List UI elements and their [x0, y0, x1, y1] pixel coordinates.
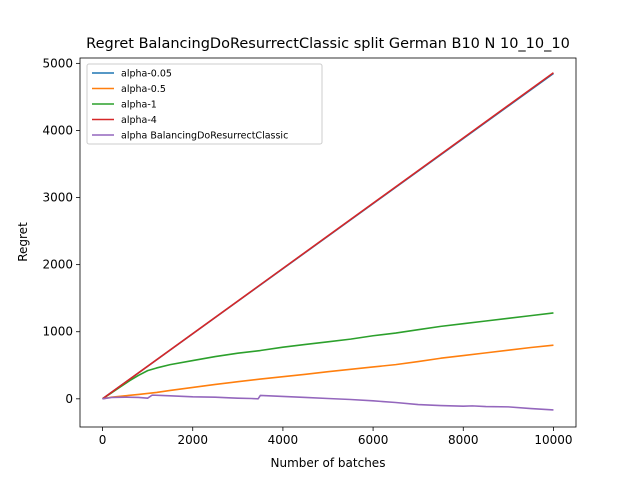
y-axis-ticks: 0 1000 2000 3000 4000 5000 [42, 56, 80, 406]
y-tick-label-3: 3000 [42, 191, 73, 205]
series-line-2 [102, 312, 554, 400]
legend-label-2: alpha-1 [121, 100, 157, 111]
x-tick-label-4: 8000 [448, 433, 479, 447]
x-tick-label-2: 4000 [268, 433, 299, 447]
series-line-1 [102, 344, 554, 400]
y-tick-label-5: 5000 [42, 56, 73, 70]
legend-box [86, 63, 323, 145]
y-tick-label-1: 1000 [42, 325, 73, 339]
y-axis-label: Regret [16, 222, 30, 262]
y-tick-label-2: 2000 [42, 258, 73, 272]
plot-frame [79, 57, 577, 428]
legend-label-1: alpha-0.5 [121, 84, 166, 95]
x-axis-ticks: 0 2000 4000 6000 8000 10000 [99, 427, 573, 447]
y-tick-label-4: 4000 [42, 123, 73, 137]
legend: alpha-0.05 alpha-0.5 alpha-1 alpha-4 alpha B… [86, 63, 323, 145]
y-tick-label-0: 0 [65, 392, 73, 406]
chart-title: Regret BalancingDoResurrectClassic split… [86, 36, 570, 52]
x-tick-label-3: 6000 [358, 433, 389, 447]
plot-lines [102, 72, 554, 411]
legend-label-3: alpha-4 [121, 115, 157, 126]
x-tick-label-5: 10000 [534, 433, 572, 447]
x-axis-label: Number of batches [271, 456, 386, 470]
legend-label-0: alpha-0.05 [121, 69, 172, 80]
series-line-4 [102, 394, 554, 411]
x-tick-label-1: 2000 [177, 433, 208, 447]
legend-label-4: alpha BalancingDoResurrectClassic [121, 131, 288, 142]
series-line-3 [102, 72, 554, 400]
x-tick-label-0: 0 [99, 433, 107, 447]
